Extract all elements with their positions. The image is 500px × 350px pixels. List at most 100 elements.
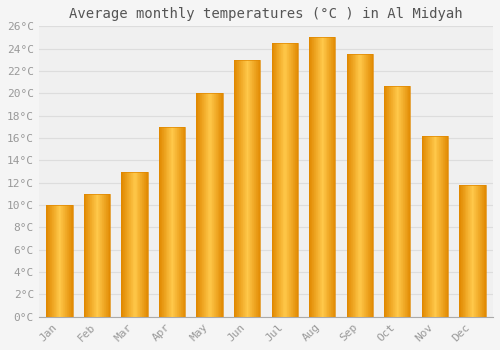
Bar [139,172,140,317]
Bar [429,136,430,317]
Bar [94,194,95,317]
Bar [143,172,144,317]
Bar [322,37,323,317]
Bar [463,185,464,317]
Bar [333,37,334,317]
Bar [46,205,47,317]
Bar [174,127,176,317]
Bar [234,60,260,317]
Bar [425,136,426,317]
Bar [124,172,126,317]
Bar [84,194,85,317]
Bar [477,185,478,317]
Bar [255,60,256,317]
Bar [197,93,198,317]
Bar [483,185,484,317]
Bar [369,54,370,317]
Bar [350,54,351,317]
Bar [279,43,280,317]
Bar [355,54,356,317]
Bar [469,185,470,317]
Bar [321,37,322,317]
Bar [326,37,327,317]
Bar [183,127,184,317]
Bar [212,93,213,317]
Bar [242,60,243,317]
Bar [159,127,185,317]
Bar [105,194,106,317]
Bar [465,185,466,317]
Bar [251,60,252,317]
Bar [147,172,148,317]
Bar [313,37,314,317]
Bar [461,185,462,317]
Bar [434,136,435,317]
Bar [208,93,209,317]
Bar [171,127,172,317]
Bar [132,172,133,317]
Bar [218,93,219,317]
Bar [101,194,102,317]
Bar [422,136,448,317]
Bar [295,43,296,317]
Bar [312,37,313,317]
Bar [222,93,223,317]
Bar [87,194,88,317]
Bar [273,43,274,317]
Bar [207,93,208,317]
Bar [473,185,474,317]
Bar [384,85,385,317]
Bar [240,60,241,317]
Bar [213,93,214,317]
Bar [390,85,391,317]
Bar [133,172,134,317]
Bar [122,172,124,317]
Bar [315,37,316,317]
Bar [64,205,66,317]
Bar [90,194,91,317]
Bar [391,85,392,317]
Bar [276,43,277,317]
Bar [108,194,109,317]
Bar [48,205,49,317]
Bar [236,60,238,317]
Bar [206,93,207,317]
Bar [353,54,354,317]
Bar [215,93,216,317]
Bar [290,43,292,317]
Bar [107,194,108,317]
Bar [317,37,318,317]
Bar [164,127,165,317]
Bar [205,93,206,317]
Bar [145,172,146,317]
Bar [216,93,217,317]
Bar [250,60,251,317]
Bar [478,185,479,317]
Bar [252,60,253,317]
Bar [396,85,398,317]
Bar [446,136,448,317]
Bar [245,60,246,317]
Bar [180,127,182,317]
Bar [89,194,90,317]
Bar [199,93,200,317]
Bar [441,136,442,317]
Bar [438,136,439,317]
Bar [159,127,160,317]
Bar [257,60,258,317]
Bar [184,127,185,317]
Bar [55,205,56,317]
Bar [314,37,315,317]
Bar [472,185,473,317]
Bar [360,54,361,317]
Bar [402,85,403,317]
Bar [241,60,242,317]
Bar [209,93,210,317]
Bar [135,172,136,317]
Bar [204,93,205,317]
Bar [316,37,317,317]
Bar [464,185,465,317]
Bar [462,185,463,317]
Bar [258,60,259,317]
Bar [387,85,388,317]
